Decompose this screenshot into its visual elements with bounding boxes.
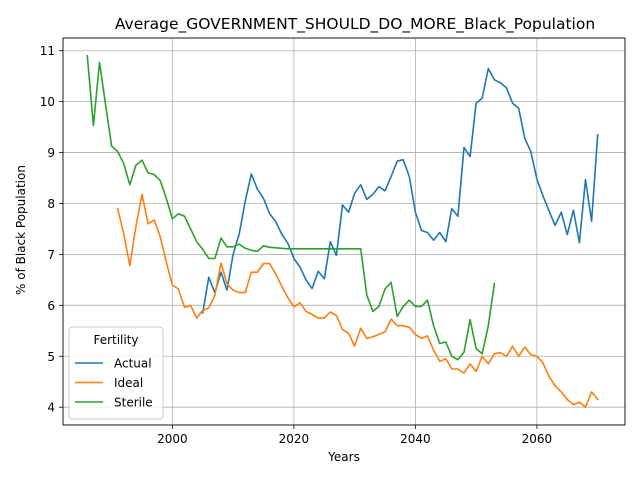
y-tick-label: 10: [40, 95, 55, 109]
legend: Fertility Actual Ideal Sterile: [68, 326, 164, 420]
axis-ticks: 2000 2020 2040 2060 4 5 6 7 8 9 10 11: [40, 44, 552, 446]
x-tick-label: 2020: [279, 432, 310, 446]
x-tick-label: 2000: [157, 432, 188, 446]
y-tick-label: 4: [47, 401, 55, 415]
plot-area-frame: [62, 37, 626, 426]
x-tick-label: 2060: [522, 432, 553, 446]
plot-lines: [86, 54, 599, 409]
x-axis-label: Years: [327, 450, 360, 464]
x-tick-label: 2040: [400, 432, 431, 446]
legend-title: Fertility: [93, 333, 138, 347]
series-line-ideal: [116, 193, 599, 409]
series-line-actual: [201, 67, 599, 314]
y-axis-label: % of Black Population: [14, 165, 28, 295]
y-tick-label: 9: [47, 146, 55, 160]
y-tick-label: 11: [40, 44, 55, 58]
chart-title: Average_GOVERNMENT_SHOULD_DO_MORE_Black_…: [115, 15, 595, 34]
legend-label-actual: Actual: [114, 357, 152, 371]
y-tick-label: 8: [47, 197, 55, 211]
legend-label-ideal: Ideal: [114, 376, 143, 390]
y-tick-label: 7: [47, 248, 55, 262]
series-line-sterile: [86, 54, 496, 361]
y-tick-label: 5: [47, 350, 55, 364]
y-tick-label: 6: [47, 299, 55, 313]
legend-label-sterile: Sterile: [114, 396, 153, 410]
legend-box: [68, 326, 164, 420]
